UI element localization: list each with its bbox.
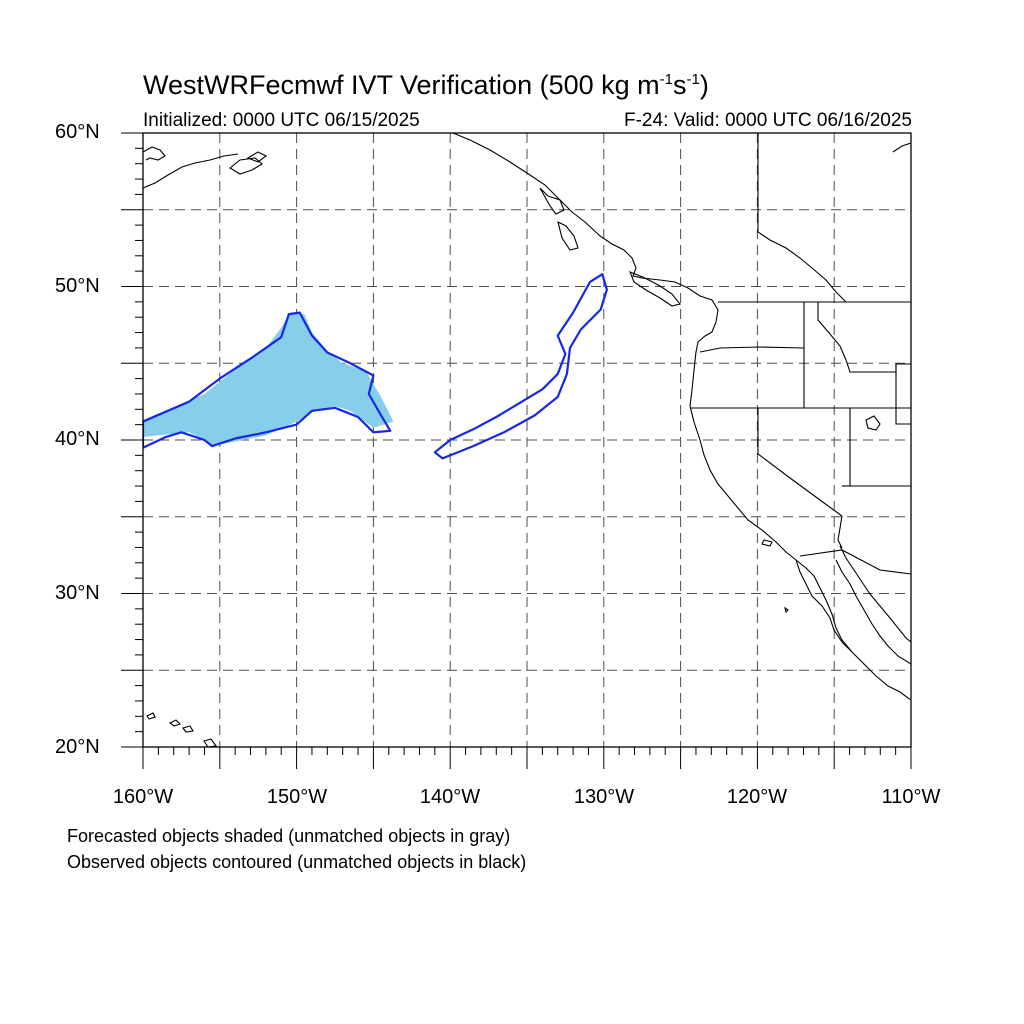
y-label-40n: 40°N xyxy=(55,428,100,450)
title-end: ) xyxy=(699,70,709,100)
coastlines xyxy=(143,133,911,747)
gridlines xyxy=(143,133,911,747)
forecast-objects xyxy=(143,314,394,447)
island-haida-gwaii xyxy=(557,220,579,251)
island-hawaii-2 xyxy=(168,719,182,727)
border-ca-nv xyxy=(757,408,843,517)
y-label-20n: 20°N xyxy=(55,736,100,758)
x-label-120w: 120°W xyxy=(726,786,788,808)
observed-object-2 xyxy=(433,273,609,460)
y-label-60n: 60°N xyxy=(55,121,100,143)
island-alaska-small xyxy=(246,151,268,163)
subtitle-valid: F-24: Valid: 0000 UTC 06/16/2025 xyxy=(624,110,912,131)
border-ut-wy xyxy=(895,364,911,425)
x-label-150w: 150°W xyxy=(266,786,328,808)
border-id-mt xyxy=(817,302,911,373)
x-label-160w: 160°W xyxy=(112,786,174,808)
island-hawaii-4 xyxy=(203,738,217,747)
title-sup2: -1 xyxy=(686,71,700,88)
island-guadalupe xyxy=(784,606,789,614)
subtitle-initialized: Initialized: 0000 UTC 06/15/2025 xyxy=(143,110,420,131)
observed-object-1 xyxy=(143,311,392,449)
border-bc-alberta xyxy=(757,133,847,303)
y-label-30n: 30°N xyxy=(55,582,100,604)
coastline-baja-gulf xyxy=(835,559,911,665)
y-label-50n: 50°N xyxy=(55,275,100,297)
x-label-140w: 140°W xyxy=(419,786,481,808)
coastline-gulf-of-california xyxy=(839,545,911,643)
island-channel xyxy=(761,539,773,547)
coastline-bc-islands xyxy=(539,187,565,215)
island-hawaii-3 xyxy=(182,725,194,733)
x-label-110w: 110°W xyxy=(881,786,941,808)
forecast-object-1 xyxy=(143,314,394,447)
border-wa-or xyxy=(699,346,805,353)
x-label-130w: 130°W xyxy=(573,786,635,808)
coastline-top-right xyxy=(892,142,911,153)
coastline-alaska-peninsula xyxy=(143,153,239,189)
coastline-kodiak xyxy=(143,146,166,161)
chart-title: WestWRFecmwf IVT Verification (500 kg m-… xyxy=(143,70,709,101)
title-sup1: -1 xyxy=(659,71,673,88)
observed-objects xyxy=(143,273,609,460)
tick-marks xyxy=(121,132,912,769)
coastline-baja-west xyxy=(795,559,853,653)
title-mid: s xyxy=(672,70,687,100)
border-nv-ut xyxy=(849,408,911,487)
island-hawaii-1 xyxy=(146,712,156,720)
coastline-se-alaska-bc xyxy=(452,133,719,323)
island-vancouver xyxy=(629,271,681,307)
note-observed: Observed objects contoured (unmatched ob… xyxy=(67,852,527,872)
title-main: WestWRFecmwf IVT Verification (500 kg m xyxy=(143,70,660,100)
coastline-us-west xyxy=(689,321,911,701)
lake-great-salt xyxy=(865,415,881,431)
border-ca-az xyxy=(837,515,843,549)
note-forecast: Forecasted objects shaded (unmatched obj… xyxy=(67,826,511,846)
border-us-mexico xyxy=(799,549,911,575)
island-kenai xyxy=(229,157,263,175)
